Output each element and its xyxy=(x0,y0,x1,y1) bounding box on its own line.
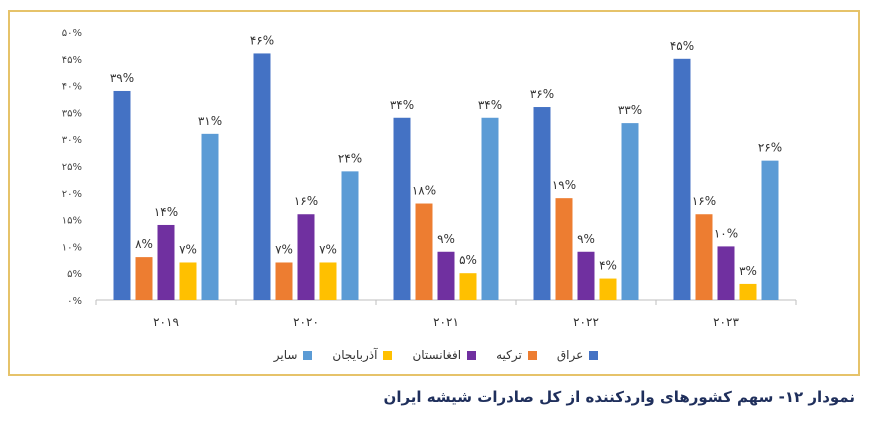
data-label: ۱۶% xyxy=(294,194,318,208)
y-tick-label: ۵۰% xyxy=(62,28,82,39)
bar xyxy=(695,214,713,300)
y-tick-label: ۴۰% xyxy=(62,82,82,93)
bar xyxy=(415,203,433,300)
data-label: ۸% xyxy=(135,237,153,251)
legend-swatch xyxy=(467,350,477,360)
bar xyxy=(253,53,271,300)
data-label: ۲۶% xyxy=(758,141,782,155)
data-label: ۱۴% xyxy=(154,205,178,219)
y-tick-label: ۱۰% xyxy=(62,242,82,253)
x-tick-label: ۲۰۲۱ xyxy=(433,315,459,329)
legend-label: افغانستان xyxy=(412,348,462,362)
legend-swatch xyxy=(383,350,393,360)
data-label: ۷% xyxy=(319,242,337,256)
bar xyxy=(179,262,197,300)
x-tick-label: ۲۰۲۲ xyxy=(573,315,599,329)
data-label: ۱۰% xyxy=(714,226,738,240)
bar xyxy=(319,262,337,300)
legend-label: عراق xyxy=(556,348,584,362)
data-label: ۳۱% xyxy=(198,114,222,128)
bar xyxy=(437,251,455,300)
bar xyxy=(739,283,757,300)
bar xyxy=(157,224,175,300)
legend-item: افغانستان xyxy=(412,348,477,362)
data-label: ۲۴% xyxy=(338,151,362,165)
legend-item: عراق xyxy=(556,348,599,362)
data-label: ۳۶% xyxy=(530,87,554,101)
legend-item: آذربایجان xyxy=(332,348,393,362)
bar xyxy=(717,246,735,300)
data-label: ۳۳% xyxy=(618,103,642,117)
y-tick-label: ۳۰% xyxy=(62,135,82,146)
x-tick-label: ۲۰۲۰ xyxy=(293,315,319,329)
legend-label: آذربایجان xyxy=(332,348,378,362)
y-tick-label: ۵% xyxy=(67,269,82,280)
bar xyxy=(599,278,617,300)
bar-chart: ۰% ۵% ۱۰% ۱۵% ۲۰% ۲۵% ۳۰% ۳۵% ۴۰% ۴۵% ۵۰% ۳۹% ۸% ۱۴% ۷… xyxy=(62,28,797,329)
data-label: ۷% xyxy=(179,242,197,256)
data-label: ۷% xyxy=(275,242,293,256)
chart-frame: ۰% ۵% ۱۰% ۱۵% ۲۰% ۲۵% ۳۰% ۳۵% ۴۰% ۴۵% ۵۰% ۳۹% ۸% ۱۴% ۷… xyxy=(8,10,860,376)
y-tick-label: ۰% xyxy=(67,296,82,307)
bar xyxy=(459,273,477,300)
legend-swatch xyxy=(303,350,313,360)
y-tick-label: ۴۵% xyxy=(62,55,82,66)
data-label: ۳% xyxy=(739,264,757,278)
figure-caption: نمودار ۱۲- سهم کشورهای واردکننده از کل ص… xyxy=(383,388,855,406)
data-label: ۴۶% xyxy=(250,33,274,47)
bar xyxy=(577,251,595,300)
legend-item: سایر xyxy=(274,348,313,362)
y-tick-label: ۲۰% xyxy=(62,189,82,200)
y-tick-label: ۲۵% xyxy=(62,162,82,173)
bar xyxy=(113,90,131,301)
data-label: ۱۹% xyxy=(552,178,576,192)
bar xyxy=(533,107,551,300)
data-label: ۱۸% xyxy=(412,184,436,198)
bar xyxy=(761,160,779,300)
data-label: ۳۴% xyxy=(478,98,502,112)
x-tick-label: ۲۰۲۳ xyxy=(713,315,739,329)
data-label: ۹% xyxy=(437,232,455,246)
data-label: ۳۴% xyxy=(390,98,414,112)
legend-swatch xyxy=(589,350,599,360)
data-label: ۵% xyxy=(459,253,477,267)
legend-swatch xyxy=(527,350,537,360)
bar xyxy=(621,123,639,301)
bar xyxy=(481,117,499,300)
bar xyxy=(673,58,691,300)
legend: عراق ترکیه افغانستان آذربایجان سایر xyxy=(10,348,862,362)
legend-label: ترکیه xyxy=(496,348,522,362)
data-label: ۴۵% xyxy=(670,39,694,53)
y-tick-label: ۳۵% xyxy=(62,108,82,119)
bar xyxy=(341,171,359,300)
bar xyxy=(393,117,411,300)
y-tick-label: ۱۵% xyxy=(62,216,82,227)
bar xyxy=(135,257,153,300)
bar xyxy=(555,198,573,300)
data-label: ۴% xyxy=(599,259,617,273)
data-label: ۱۶% xyxy=(692,194,716,208)
bar xyxy=(201,133,219,300)
data-label: ۳۹% xyxy=(110,71,134,85)
bar xyxy=(275,262,293,300)
data-label: ۹% xyxy=(577,232,595,246)
x-tick-label: ۲۰۱۹ xyxy=(153,315,179,329)
bar xyxy=(297,214,315,300)
legend-label: سایر xyxy=(273,348,298,362)
legend-item: ترکیه xyxy=(496,348,537,362)
